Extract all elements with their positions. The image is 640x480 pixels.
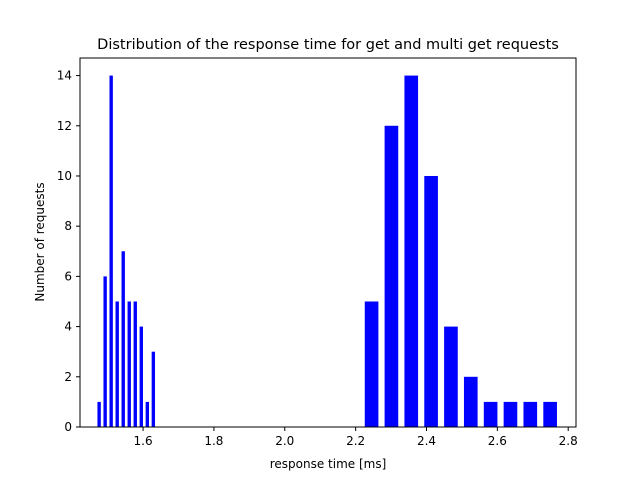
bar	[151, 351, 156, 427]
bar	[127, 301, 131, 427]
y-tick-label: 10	[57, 169, 72, 183]
x-tick-label: 1.8	[204, 434, 223, 448]
bar	[97, 401, 101, 427]
bar	[103, 276, 107, 427]
y-tick-label: 14	[57, 69, 72, 83]
y-tick-label: 0	[64, 420, 72, 434]
y-tick-label: 8	[64, 219, 72, 233]
y-tick-label: 6	[64, 269, 72, 283]
bar	[523, 401, 538, 427]
bar	[145, 401, 149, 427]
bar	[109, 75, 113, 428]
x-tick-label: 2.2	[346, 434, 365, 448]
bars-group	[97, 75, 557, 428]
y-tick-label: 12	[57, 119, 72, 133]
bar	[115, 301, 119, 427]
bar	[543, 401, 557, 427]
bar	[404, 75, 419, 428]
chart-title: Distribution of the response time for ge…	[97, 37, 559, 53]
x-axis-label: response time [ms]	[270, 457, 387, 471]
bar	[463, 376, 478, 427]
x-tick-label: 2.0	[275, 434, 294, 448]
bar	[503, 401, 518, 427]
bar	[384, 125, 399, 427]
y-axis-ticks: 0 2 4 6 8 10 12 14	[57, 69, 80, 434]
bar	[444, 326, 458, 427]
x-tick-label: 2.6	[488, 434, 507, 448]
y-axis-label: Number of requests	[33, 182, 47, 301]
bar	[139, 326, 143, 427]
y-tick-label: 4	[64, 320, 72, 334]
plot-frame	[79, 57, 577, 428]
y-tick-label: 2	[64, 370, 72, 384]
x-tick-label: 2.4	[417, 434, 436, 448]
x-axis-ticks: 1.6 1.8 2.0 2.2 2.4 2.6 2.8	[134, 427, 578, 448]
x-tick-label: 2.8	[559, 434, 578, 448]
bar	[483, 401, 498, 427]
bar	[121, 251, 125, 427]
bar	[424, 175, 438, 427]
bar	[364, 301, 379, 427]
x-tick-label: 1.6	[134, 434, 153, 448]
bar	[133, 301, 137, 427]
